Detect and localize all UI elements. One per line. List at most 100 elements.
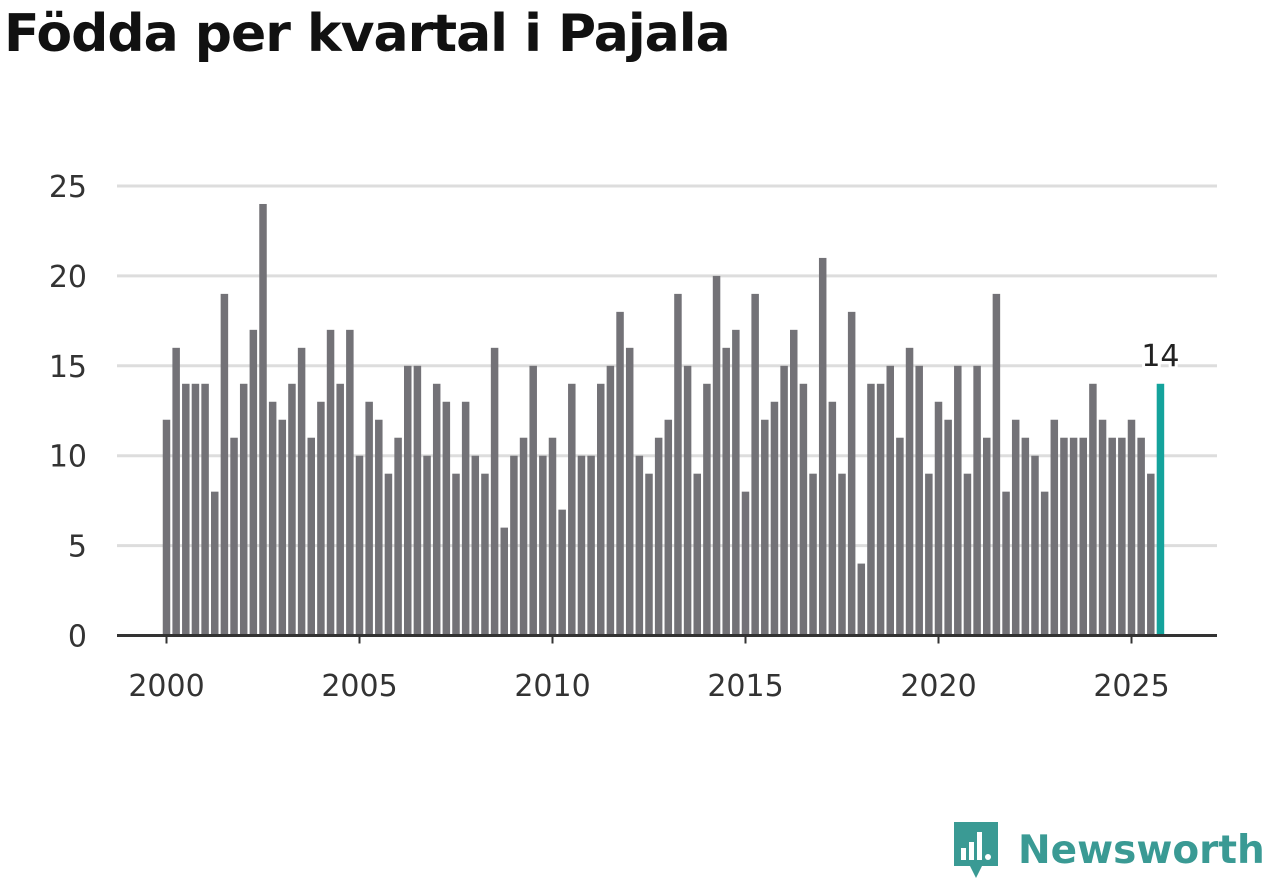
bar — [799, 383, 808, 636]
bar — [548, 437, 557, 636]
x-tick-label: 2025 — [1093, 669, 1169, 704]
bar — [973, 365, 981, 636]
bar — [577, 455, 586, 636]
y-tick-label: 0 — [68, 620, 87, 655]
bar — [838, 473, 846, 636]
bar — [239, 383, 248, 636]
bar — [654, 437, 663, 636]
x-tick-label: 2010 — [514, 669, 590, 704]
bar — [722, 347, 730, 636]
bar — [529, 365, 537, 636]
bar — [268, 401, 277, 636]
bar — [471, 455, 480, 636]
bar — [983, 437, 991, 636]
bar — [761, 419, 769, 636]
bar — [905, 347, 914, 636]
bar — [162, 419, 171, 636]
bar — [625, 347, 634, 636]
bar — [461, 401, 470, 636]
bar — [1040, 491, 1049, 636]
highlight-bar — [1156, 383, 1165, 636]
bar — [346, 329, 354, 636]
bar — [915, 365, 923, 636]
bar — [1118, 437, 1126, 636]
bar — [847, 311, 856, 636]
bar — [288, 383, 296, 636]
bar — [1031, 455, 1039, 636]
bar — [568, 383, 576, 636]
bar — [606, 365, 615, 636]
bar — [635, 455, 644, 636]
bar — [1002, 491, 1010, 636]
bar — [1021, 437, 1030, 636]
bar — [278, 419, 287, 636]
bar — [211, 491, 219, 636]
bar — [828, 401, 837, 636]
bar — [770, 401, 779, 636]
x-tick-label: 2000 — [128, 669, 204, 704]
bar — [297, 347, 306, 636]
bar — [1079, 437, 1087, 636]
bar — [452, 473, 460, 636]
bar — [693, 473, 701, 636]
bar — [645, 473, 653, 636]
bar — [818, 257, 827, 636]
bar — [712, 275, 721, 636]
bar — [510, 455, 518, 636]
bar — [191, 383, 200, 636]
bar — [172, 347, 180, 636]
bar — [886, 365, 894, 636]
highlight-annotation: 14 — [1138, 336, 1182, 377]
x-tick-label: 2020 — [900, 669, 976, 704]
x-axis-ticks — [165, 635, 1133, 644]
chart-title: Födda per kvartal i Pajala — [4, 4, 731, 64]
bar — [1098, 419, 1107, 636]
bar — [365, 401, 373, 636]
bar — [664, 419, 673, 636]
bar — [384, 473, 393, 636]
bar — [490, 347, 499, 636]
y-axis-labels: 0 5 10 15 20 25 — [49, 170, 87, 655]
bar — [326, 329, 335, 636]
bar — [519, 437, 528, 636]
bar — [317, 401, 325, 636]
bar — [896, 437, 904, 636]
bar — [857, 563, 866, 636]
bar — [925, 473, 933, 636]
y-tick-label: 5 — [68, 530, 87, 565]
bar — [1069, 437, 1078, 636]
bar — [1011, 419, 1020, 636]
x-tick-label: 2005 — [321, 669, 397, 704]
bar — [963, 473, 972, 636]
bar — [220, 293, 229, 636]
bar — [230, 437, 238, 636]
bar — [1060, 437, 1068, 636]
bar — [394, 437, 402, 636]
bar — [674, 293, 682, 636]
highlight-value-label: 14 — [1141, 339, 1179, 374]
x-axis-labels: 2000 2005 2010 2015 2020 2025 — [128, 669, 1169, 704]
bar — [876, 383, 885, 636]
bar — [307, 437, 315, 636]
bar — [1147, 473, 1155, 636]
bar — [597, 383, 605, 636]
bar — [413, 365, 422, 636]
bar — [1137, 437, 1145, 636]
y-tick-label: 20 — [49, 260, 87, 295]
bar — [732, 329, 740, 636]
bar — [500, 527, 508, 636]
bar — [790, 329, 798, 636]
y-tick-label: 15 — [49, 350, 87, 385]
y-tick-label: 25 — [49, 170, 87, 205]
bar — [201, 383, 209, 636]
bar — [780, 365, 788, 636]
bar — [259, 203, 267, 636]
bar — [1127, 419, 1136, 636]
brand-name: Newsworthy — [1018, 827, 1262, 873]
bar — [336, 383, 344, 636]
x-tick-label: 2015 — [707, 669, 783, 704]
bar — [481, 473, 489, 636]
brand-logo: Newsworthy — [952, 820, 1262, 880]
bar — [867, 383, 875, 636]
bar — [741, 491, 750, 636]
